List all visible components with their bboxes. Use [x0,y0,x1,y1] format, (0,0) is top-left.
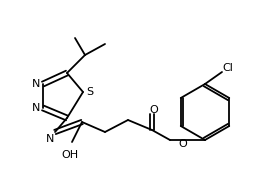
Text: N: N [32,79,40,89]
Text: Cl: Cl [222,63,233,73]
Text: OH: OH [61,150,78,160]
Text: O: O [178,139,187,149]
Text: N: N [46,134,54,144]
Text: S: S [86,87,93,97]
Text: N: N [32,103,40,113]
Text: O: O [150,105,158,115]
